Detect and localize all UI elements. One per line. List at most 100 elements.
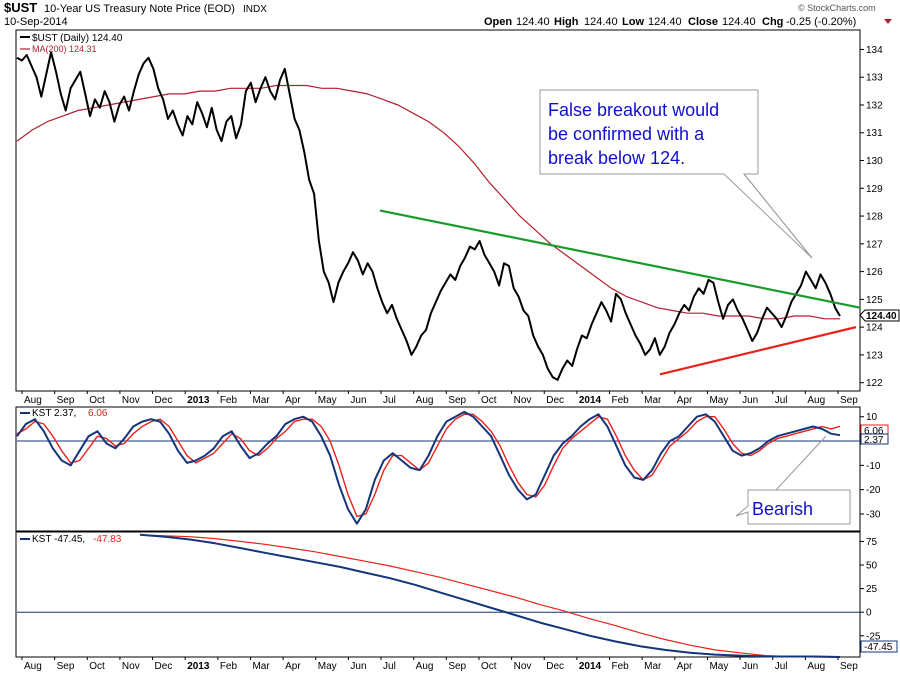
x-tick-label: Apr <box>285 395 301 406</box>
breakout-text-line-1: False breakout would <box>548 100 719 120</box>
x-tick-label: Aug <box>24 661 42 672</box>
x-tick-label: Jun <box>742 661 758 672</box>
resistance-trendline <box>379 209 861 309</box>
price-panel-frame <box>15 29 861 392</box>
y-tick-label: 0 <box>866 608 872 619</box>
kst-short-legend-signal: 6.06 <box>88 408 108 419</box>
kst-long-panel-frame <box>15 531 861 658</box>
price-lines <box>16 51 861 381</box>
kst-long-legend-label: KST -47.45, <box>32 534 85 545</box>
support-trendline <box>659 326 857 376</box>
kst-long-last-label: -47.45 <box>860 640 898 653</box>
kst-short-last-signal: 6.06 <box>864 426 884 437</box>
x-tick-label: Aug <box>24 395 42 406</box>
x-tick-label: Mar <box>644 395 662 406</box>
y-tick-label: -10 <box>866 461 881 472</box>
x-tick-label: Jul <box>775 395 788 406</box>
price-line <box>16 51 841 381</box>
x-tick-label: Mar <box>252 395 270 406</box>
x-tick-label: Nov <box>122 395 140 406</box>
close-label: Close <box>688 16 718 28</box>
y-tick-label: 133 <box>866 73 883 84</box>
y-tick-label: 25 <box>866 584 878 595</box>
ma200-line <box>16 84 840 320</box>
x-tick-label: Aug <box>807 395 825 406</box>
x-tick-label: Oct <box>481 661 497 672</box>
x-tick-label: Dec <box>546 661 564 672</box>
x-tick-label: Dec <box>155 661 173 672</box>
x-tick-label: Feb <box>612 395 630 406</box>
x-tick-label: Dec <box>546 395 564 406</box>
kst-long-last-value: -47.45 <box>864 642 893 653</box>
x-tick-label: Nov <box>122 661 140 672</box>
kst-short-last-labels: 6.06 2.37 <box>860 424 889 446</box>
x-tick-label: Nov <box>514 395 532 406</box>
x-tick-label: Sep <box>840 661 858 672</box>
x-tick-label: 2013 <box>187 661 210 672</box>
low-value: 124.40 <box>648 16 682 28</box>
open-value: 124.40 <box>516 16 550 28</box>
x-tick-label: May <box>318 661 337 672</box>
open-label: Open <box>484 16 512 28</box>
x-tick-label: Oct <box>481 395 497 406</box>
x-tick-label: Jun <box>350 395 366 406</box>
y-tick-label: 131 <box>866 128 883 139</box>
x-tick-label: Jul <box>383 395 396 406</box>
bearish-callout-pointer <box>775 435 827 491</box>
brand-label: © StockCharts.com <box>798 3 876 13</box>
high-label: High <box>554 16 579 28</box>
x-tick-label: Dec <box>155 395 173 406</box>
kst-long-line <box>139 533 841 658</box>
x-tick-label: Jul <box>383 661 396 672</box>
x-tick-label: May <box>709 661 728 672</box>
x-tick-label: Jun <box>350 661 366 672</box>
x-tick-label: Aug <box>807 661 825 672</box>
kst-short-legend-label: KST 2.37, <box>32 408 76 419</box>
x-tick-label: Jun <box>742 395 758 406</box>
y-tick-label: -20 <box>866 485 881 496</box>
y-tick-label: -25 <box>866 631 881 642</box>
breakout-callout-pointer <box>743 173 813 259</box>
kst-long-legend-signal: -47.83 <box>93 534 122 545</box>
price-last-label: 124.40 <box>859 309 900 322</box>
x-tick-label: Feb <box>220 395 238 406</box>
y-tick-label: 134 <box>866 45 883 56</box>
x-tick-label: Mar <box>644 661 662 672</box>
x-tick-label: May <box>709 395 728 406</box>
x-tick-label: Apr <box>285 661 301 672</box>
low-label: Low <box>622 16 644 28</box>
price-legend-label: $UST (Daily) 124.40 <box>32 33 123 44</box>
chart-description: 10-Year US Treasury Note Price (EOD) <box>44 3 235 15</box>
kst-short-lines <box>16 410 860 525</box>
x-tick-label: Aug <box>416 395 434 406</box>
price-y-axis: 122 123 124 125 126 127 128 129 130 131 132 133 134 <box>860 45 883 389</box>
close-value: 124.40 <box>722 16 756 28</box>
x-tick-label: Sep <box>840 395 858 406</box>
y-tick-label: 126 <box>866 267 883 278</box>
high-value: 124.40 <box>584 16 618 28</box>
y-tick-label: 124 <box>866 323 883 334</box>
x-axis-middle: Aug Sep Oct Nov Dec 2013 Feb Mar Apr May Jun Jul Aug… <box>21 391 858 406</box>
x-tick-label: Mar <box>252 661 270 672</box>
x-tick-label: Feb <box>612 661 630 672</box>
y-tick-label: 132 <box>866 100 883 111</box>
x-tick-label: 2014 <box>579 661 602 672</box>
y-tick-label: 75 <box>866 537 878 548</box>
breakout-text-line-2: be confirmed with a <box>548 124 705 144</box>
y-tick-label: 128 <box>866 212 883 223</box>
y-tick-label: 130 <box>866 156 883 167</box>
y-tick-label: 127 <box>866 239 883 250</box>
bearish-callout-box <box>735 489 851 525</box>
chg-label: Chg <box>762 16 783 28</box>
x-tick-label: Sep <box>448 395 466 406</box>
x-tick-label: Oct <box>89 395 105 406</box>
kst-long-signal-line <box>139 534 841 658</box>
kst-short-signal-line <box>16 413 841 518</box>
x-tick-label: Apr <box>677 661 693 672</box>
x-tick-label: Aug <box>416 661 434 672</box>
x-tick-label: Sep <box>57 661 75 672</box>
x-tick-label: Nov <box>514 661 532 672</box>
x-tick-label: Sep <box>448 661 466 672</box>
x-tick-label: Jul <box>775 661 788 672</box>
